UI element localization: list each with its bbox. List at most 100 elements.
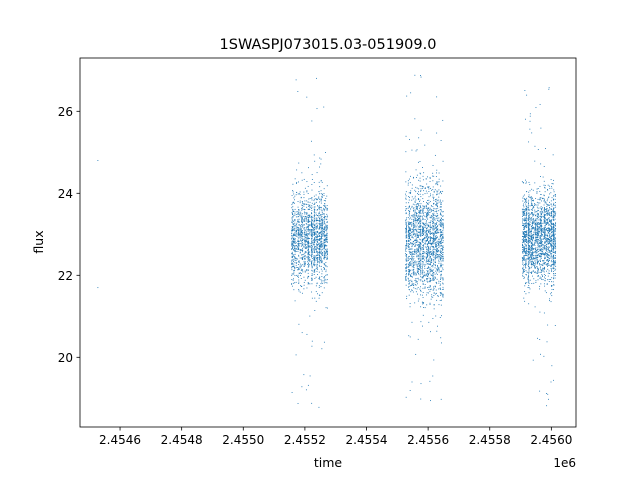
data-point [414,280,416,281]
data-point [303,209,305,211]
data-point [529,213,531,215]
data-point [302,202,303,204]
data-point [540,127,542,129]
data-point [426,272,428,274]
data-point [297,206,299,208]
data-point [547,235,549,237]
data-point [414,239,416,241]
data-point [316,219,318,221]
data-point [435,227,437,229]
data-point [430,209,432,211]
data-point [311,262,313,264]
data-point [415,262,417,264]
data-point [319,260,321,262]
data-point [422,253,424,255]
data-point [529,253,531,255]
data-point [313,250,315,252]
data-point [296,192,298,193]
data-point [297,213,299,215]
data-point [438,267,440,269]
data-point [326,274,328,276]
data-point [531,238,533,240]
data-point [548,232,550,234]
data-point [325,239,327,241]
data-point [405,270,407,272]
data-point [435,227,436,229]
data-point [435,204,437,206]
data-point [314,206,316,208]
data-point [419,225,421,227]
data-point [308,204,310,206]
data-point [315,228,317,230]
data-point [323,213,325,215]
data-point [523,239,525,241]
data-point [428,321,430,323]
data-point [547,248,549,250]
data-point [415,234,417,236]
data-point [544,234,546,236]
data-point [320,193,322,195]
data-point [317,231,318,232]
data-point [408,264,410,266]
data-point [416,254,418,256]
data-point [426,220,427,222]
data-point [299,291,301,293]
data-point [318,277,320,279]
data-point [294,247,295,249]
data-point [523,297,525,299]
data-point [307,253,309,255]
data-point [528,224,530,226]
data-point [543,184,545,186]
data-point [417,161,419,163]
data-point [413,271,415,273]
data-point [405,222,407,224]
data-point [422,175,424,177]
data-point [440,251,442,253]
data-point [419,193,421,195]
data-point [413,226,415,228]
data-point [522,246,523,248]
data-point [432,289,434,291]
data-point [428,209,430,211]
data-point [411,232,413,234]
data-point [293,278,294,280]
data-point [545,219,547,221]
data-point [422,208,424,210]
data-point [430,237,432,239]
data-point [537,275,539,276]
data-point [544,246,545,248]
data-point [526,230,528,232]
data-point [313,260,315,262]
data-point [311,208,313,209]
data-point [442,226,444,228]
data-point [544,225,546,227]
data-point [424,215,426,217]
data-point [326,234,328,236]
data-point [304,252,306,253]
data-point [544,210,546,212]
data-point [545,257,546,259]
data-point [303,238,305,240]
data-point [546,219,548,221]
data-point [292,223,294,225]
data-point [415,284,417,286]
data-point [408,266,409,268]
data-point [414,224,416,226]
data-point [435,232,436,234]
data-point [421,215,423,217]
data-point [313,269,315,271]
data-point [428,231,430,233]
data-point [422,261,424,263]
data-point [420,215,422,217]
data-point [418,191,419,193]
data-point [432,206,434,208]
data-point [298,240,300,242]
data-point [426,251,428,253]
data-point [432,220,434,222]
data-point [528,181,530,183]
data-point [418,226,420,227]
data-point [416,213,418,214]
data-point [292,265,294,267]
data-point [536,260,538,262]
data-point [296,169,298,171]
